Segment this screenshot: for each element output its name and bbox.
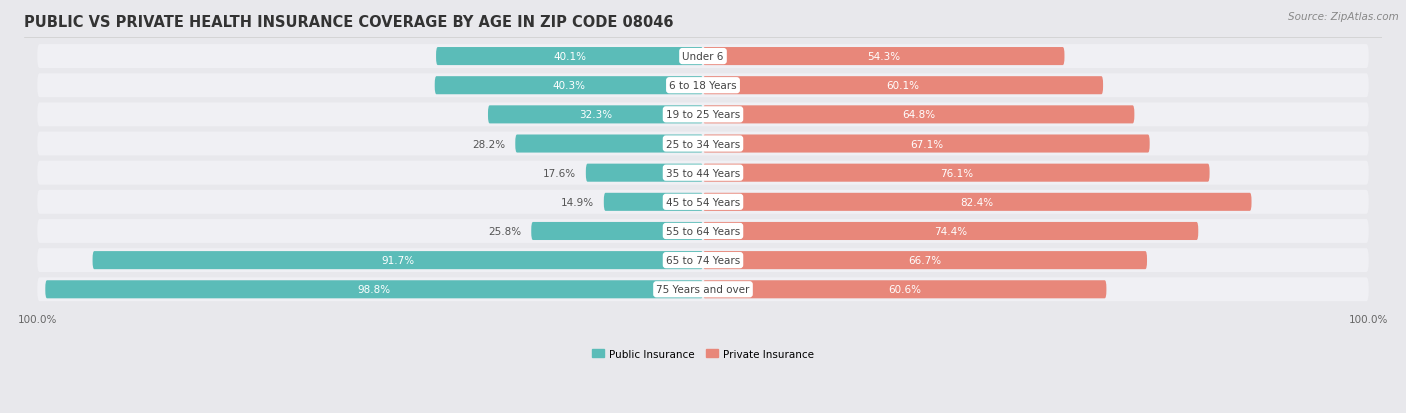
Text: Source: ZipAtlas.com: Source: ZipAtlas.com	[1288, 12, 1399, 22]
Text: 64.8%: 64.8%	[903, 110, 935, 120]
Text: 17.6%: 17.6%	[543, 168, 576, 178]
Text: 91.7%: 91.7%	[381, 256, 415, 266]
FancyBboxPatch shape	[93, 252, 703, 270]
Text: Under 6: Under 6	[682, 52, 724, 62]
Text: 65 to 74 Years: 65 to 74 Years	[666, 256, 740, 266]
FancyBboxPatch shape	[603, 193, 703, 211]
Text: 25 to 34 Years: 25 to 34 Years	[666, 139, 740, 149]
Text: 74.4%: 74.4%	[934, 226, 967, 236]
FancyBboxPatch shape	[488, 106, 703, 124]
Legend: Public Insurance, Private Insurance: Public Insurance, Private Insurance	[588, 344, 818, 363]
Text: 67.1%: 67.1%	[910, 139, 943, 149]
FancyBboxPatch shape	[38, 132, 1368, 156]
FancyBboxPatch shape	[436, 48, 703, 66]
FancyBboxPatch shape	[703, 106, 1135, 124]
Text: 55 to 64 Years: 55 to 64 Years	[666, 226, 740, 236]
Text: 40.3%: 40.3%	[553, 81, 585, 91]
Text: 98.8%: 98.8%	[357, 285, 391, 294]
Text: 19 to 25 Years: 19 to 25 Years	[666, 110, 740, 120]
FancyBboxPatch shape	[703, 280, 1107, 299]
FancyBboxPatch shape	[38, 45, 1368, 69]
FancyBboxPatch shape	[703, 135, 1150, 153]
FancyBboxPatch shape	[434, 77, 703, 95]
Text: 32.3%: 32.3%	[579, 110, 612, 120]
FancyBboxPatch shape	[38, 278, 1368, 301]
Text: 40.1%: 40.1%	[553, 52, 586, 62]
FancyBboxPatch shape	[38, 74, 1368, 98]
Text: 54.3%: 54.3%	[868, 52, 900, 62]
FancyBboxPatch shape	[703, 252, 1147, 270]
Text: 6 to 18 Years: 6 to 18 Years	[669, 81, 737, 91]
Text: 75 Years and over: 75 Years and over	[657, 285, 749, 294]
Text: 66.7%: 66.7%	[908, 256, 942, 266]
Text: 45 to 54 Years: 45 to 54 Years	[666, 197, 740, 207]
Text: 82.4%: 82.4%	[960, 197, 994, 207]
Text: 35 to 44 Years: 35 to 44 Years	[666, 168, 740, 178]
Text: 25.8%: 25.8%	[488, 226, 522, 236]
Text: 60.6%: 60.6%	[889, 285, 921, 294]
FancyBboxPatch shape	[38, 249, 1368, 273]
FancyBboxPatch shape	[38, 103, 1368, 127]
FancyBboxPatch shape	[45, 280, 703, 299]
FancyBboxPatch shape	[38, 161, 1368, 185]
FancyBboxPatch shape	[531, 223, 703, 240]
Text: 76.1%: 76.1%	[939, 168, 973, 178]
FancyBboxPatch shape	[703, 48, 1064, 66]
FancyBboxPatch shape	[515, 135, 703, 153]
FancyBboxPatch shape	[703, 193, 1251, 211]
FancyBboxPatch shape	[703, 77, 1104, 95]
FancyBboxPatch shape	[703, 223, 1198, 240]
Text: 60.1%: 60.1%	[887, 81, 920, 91]
FancyBboxPatch shape	[38, 190, 1368, 214]
Text: 28.2%: 28.2%	[472, 139, 505, 149]
FancyBboxPatch shape	[38, 219, 1368, 243]
Text: PUBLIC VS PRIVATE HEALTH INSURANCE COVERAGE BY AGE IN ZIP CODE 08046: PUBLIC VS PRIVATE HEALTH INSURANCE COVER…	[24, 15, 673, 30]
Text: 14.9%: 14.9%	[561, 197, 593, 207]
FancyBboxPatch shape	[586, 164, 703, 182]
FancyBboxPatch shape	[703, 164, 1209, 182]
